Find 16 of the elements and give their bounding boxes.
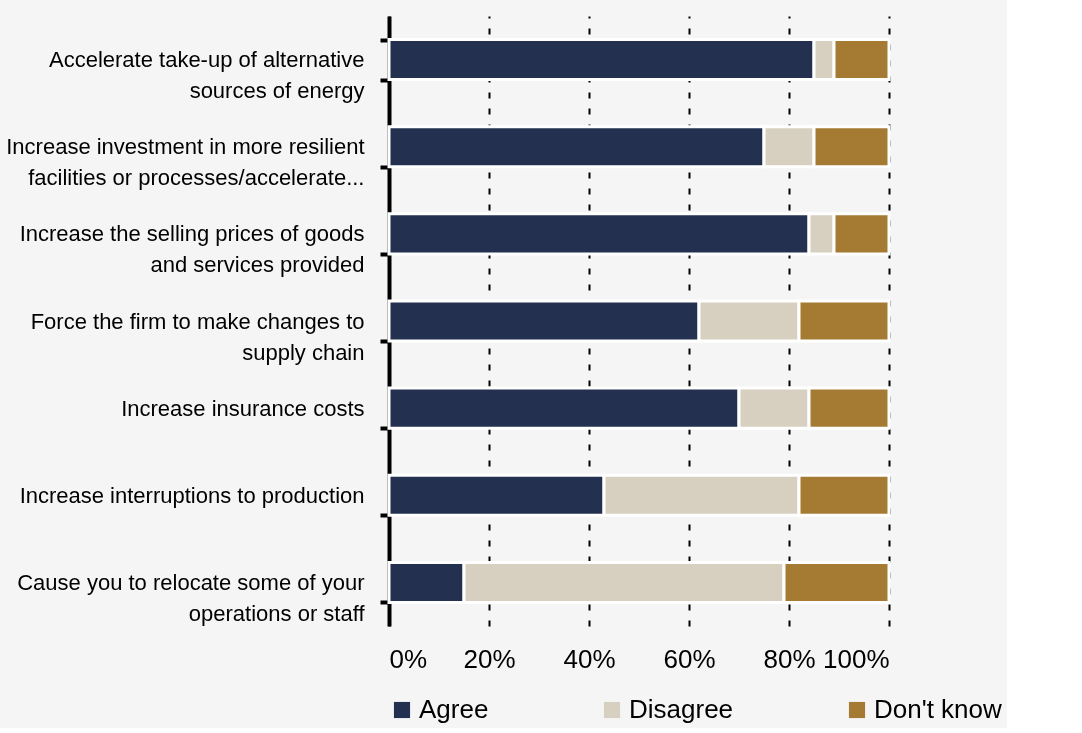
x-tick-label: 60%	[663, 643, 716, 674]
y-tick-label: Cause you to relocate some of your operations or staff	[17, 569, 366, 626]
y-tick-label: Accelerate take-up of alternative sources of energy	[48, 47, 365, 104]
x-tick-label: 100%	[823, 643, 890, 674]
x-tick-label: 80%	[763, 643, 816, 674]
legend-label: Don't know	[874, 694, 1003, 724]
y-tick-label: Increase insurance costs	[121, 395, 365, 421]
x-tick-label: 0%	[389, 643, 428, 674]
y-tick-label: Increase the selling prices of goods and services provided	[19, 221, 365, 278]
legend-label: Agree	[419, 694, 489, 724]
x-tick-label: 40%	[563, 643, 616, 674]
y-tick-label: Force the firm to make changes to supply chain	[30, 308, 365, 365]
y-tick-label: Increase investment in more resilient facilities or processes/accelerate...	[6, 134, 365, 191]
legend-label: Disagree	[629, 694, 734, 724]
y-tick-label: Increase interruptions to production	[19, 482, 365, 508]
x-tick-label: 20%	[463, 643, 516, 674]
